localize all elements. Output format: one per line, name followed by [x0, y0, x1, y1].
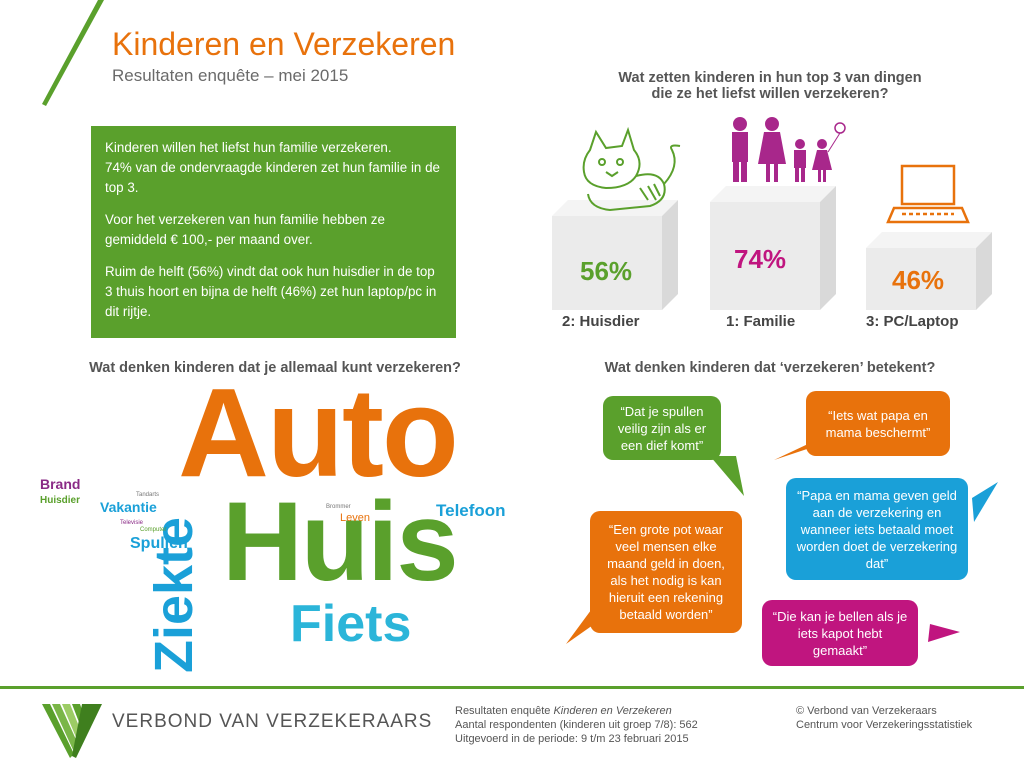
- footer-survey-title: Kinderen en Verzekeren: [553, 705, 672, 717]
- family-icon: [732, 117, 846, 182]
- footer-copyright: © Verbond van Verzekeraars: [796, 705, 937, 717]
- footer-survey-line: Resultaten enquête Kinderen en Verzekere…: [455, 704, 698, 718]
- page-subtitle: Resultaten enquête – mei 2015: [112, 66, 349, 85]
- label-pc: 3: PC/Laptop: [866, 313, 959, 330]
- footer-centre: Centrum voor Verzekeringsstatistiek: [796, 719, 973, 731]
- word-telefoon: Telefoon: [436, 501, 506, 520]
- wordcloud-question: Wat denken kinderen dat je allemaal kunt…: [89, 360, 461, 376]
- decorative-stroke: [42, 0, 104, 106]
- footer-divider: [0, 686, 1024, 689]
- verbond-logo-text: VERBOND VAN VERZEKERAARS: [112, 711, 433, 732]
- word-huis: Huis: [222, 479, 459, 604]
- summary-line-1: Kinderen willen het liefst hun familie v…: [105, 140, 392, 155]
- podium-block-pc: [866, 232, 992, 310]
- podium-block-huisdier: [552, 200, 678, 310]
- meaning-question: Wat denken kinderen dat ‘verzekeren’ bet…: [604, 360, 936, 376]
- top3-question: Wat zetten kinderen in hun top 3 van din…: [560, 70, 980, 102]
- cat-icon: [582, 126, 681, 212]
- percent-pc: 46%: [892, 265, 945, 295]
- verbond-logo-icon: [42, 704, 102, 758]
- summary-box: Kinderen willen het liefst hun familie v…: [91, 126, 456, 338]
- word-televisie: Televisie: [120, 520, 144, 526]
- top3-question-line-1: Wat zetten kinderen in hun top 3 van din…: [618, 70, 922, 86]
- quote-bubble-dief: “Dat je spullen veilig zijn als er een d…: [603, 396, 721, 460]
- footer-survey-prefix: Resultaten enquête: [455, 705, 554, 717]
- footer-respondents: Aantal respondenten (kinderen uit groep …: [455, 719, 698, 731]
- word-brand: Brand: [40, 476, 81, 492]
- word-huisdier: Huisdier: [40, 495, 81, 506]
- percent-familie: 74%: [734, 244, 787, 274]
- summary-paragraph-2: Voor het verzekeren van hun familie hebb…: [105, 212, 385, 247]
- summary-paragraph-1: Kinderen willen het liefst hun familie v…: [105, 138, 442, 198]
- word-fiets: Fiets: [290, 595, 412, 653]
- label-familie: 1: Familie: [726, 313, 796, 330]
- footer-period: Uitgevoerd in de periode: 9 t/m 23 febru…: [455, 733, 689, 745]
- quote-bubble-beschermt: “Iets wat papa en mama beschermt”: [806, 391, 950, 456]
- word-auto: Auto: [178, 362, 459, 503]
- quote-bubble-verzekering-betaalt: “Papa en mama geven geld aan de verzeker…: [786, 478, 968, 580]
- word-spullen: Spullen: [130, 535, 188, 552]
- quote-bubble-bellen: “Die kan je bellen als je iets kapot heb…: [762, 600, 918, 666]
- summary-line-2: 74% van de ondervraagde kinderen zet hun…: [105, 160, 440, 195]
- word-tandarts: Tandarts: [136, 492, 160, 498]
- summary-paragraph-3: Ruim de helft (56%) vindt dat ook hun hu…: [105, 264, 437, 319]
- footer-copyright-block: © Verbond van Verzekeraars Centrum voor …: [796, 704, 972, 732]
- word-brommer: Brommer: [326, 504, 351, 510]
- page-title: Kinderen en Verzekeren: [112, 26, 456, 62]
- label-huisdier: 2: Huisdier: [562, 313, 640, 330]
- word-leven: Leven: [340, 512, 370, 524]
- quote-bubble-grote-pot: “Een grote pot waar veel mensen elke maa…: [590, 511, 742, 633]
- podium: [552, 117, 992, 310]
- footer-survey-info: Resultaten enquête Kinderen en Verzekere…: [455, 704, 698, 746]
- laptop-icon: [886, 164, 970, 224]
- word-computer: Computer: [140, 527, 167, 533]
- top3-question-line-2: die ze het liefst willen verzekeren?: [651, 86, 889, 102]
- percent-huisdier: 56%: [580, 256, 633, 286]
- word-vakantie: Vakantie: [100, 499, 157, 515]
- podium-block-familie: [710, 186, 836, 310]
